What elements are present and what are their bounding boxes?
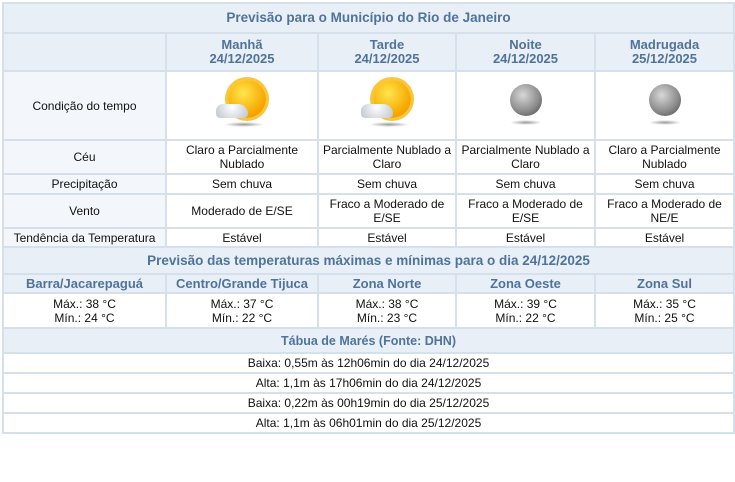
ceu-value: Claro a Parcialmente Nublado <box>165 139 319 175</box>
row-label: Céu <box>2 139 167 175</box>
tide-row: Alta: 1,1m às 17h06min do dia 24/12/2025 <box>2 372 735 394</box>
zone-temps: Máx.: 38 °C Mín.: 23 °C <box>317 292 457 329</box>
zone-header: Zona Sul <box>594 273 735 294</box>
ceu-value: Claro a Parcialmente Nublado <box>594 139 735 175</box>
period-header: Manhã 24/12/2025 <box>165 32 319 72</box>
precip-value: Sem chuva <box>165 173 319 195</box>
vento-value: Moderado de E/SE <box>165 193 319 229</box>
zone-header: Barra/Jacarepaguá <box>2 273 167 294</box>
zone-header: Zona Oeste <box>455 273 596 294</box>
zone-header: Centro/Grande Tijuca <box>165 273 319 294</box>
zone-temps: Máx.: 35 °C Mín.: 25 °C <box>594 292 735 329</box>
temps-title: Previsão das temperaturas máximas e míni… <box>2 246 735 275</box>
sun-cloud-icon <box>361 78 413 130</box>
precip-value: Sem chuva <box>455 173 596 195</box>
tendencia-value: Estável <box>165 227 319 248</box>
tides-title: Tábua de Marés (Fonte: DHN) <box>2 327 735 354</box>
tendencia-value: Estável <box>317 227 457 248</box>
row-label: Condição do tempo <box>2 70 167 141</box>
sun-cloud-icon <box>216 78 268 130</box>
zone-temps: Máx.: 39 °C Mín.: 22 °C <box>455 292 596 329</box>
tide-row: Alta: 1,1m às 06h01min do dia 25/12/2025 <box>2 412 735 434</box>
precip-value: Sem chuva <box>317 173 457 195</box>
vento-value: Fraco a Moderado de E/SE <box>317 193 457 229</box>
period-header: Madrugada 25/12/2025 <box>594 32 735 72</box>
period-header: Noite 24/12/2025 <box>455 32 596 72</box>
ceu-value: Parcialmente Nublado a Claro <box>455 139 596 175</box>
vento-value: Fraco a Moderado de NE/E <box>594 193 735 229</box>
zone-header: Zona Norte <box>317 273 457 294</box>
tendencia-value: Estável <box>594 227 735 248</box>
ceu-value: Parcialmente Nublado a Claro <box>317 139 457 175</box>
moon-icon <box>506 80 546 128</box>
vento-value: Fraco a Moderado de E/SE <box>455 193 596 229</box>
tide-row: Baixa: 0,22m às 00h19min do dia 25/12/20… <box>2 392 735 414</box>
period-header: Tarde 24/12/2025 <box>317 32 457 72</box>
row-label: Vento <box>2 193 167 229</box>
tendencia-value: Estável <box>455 227 596 248</box>
forecast-table: Previsão para o Município do Rio de Jane… <box>2 2 735 434</box>
zone-temps: Máx.: 38 °C Mín.: 24 °C <box>2 292 167 329</box>
tide-row: Baixa: 0,55m às 12h06min do dia 24/12/20… <box>2 352 735 374</box>
page-title: Previsão para o Município do Rio de Jane… <box>2 2 735 34</box>
zone-temps: Máx.: 37 °C Mín.: 22 °C <box>165 292 319 329</box>
row-label: Tendência da Temperatura <box>2 227 167 248</box>
row-label: Precipitação <box>2 173 167 195</box>
moon-icon <box>645 80 685 128</box>
precip-value: Sem chuva <box>594 173 735 195</box>
